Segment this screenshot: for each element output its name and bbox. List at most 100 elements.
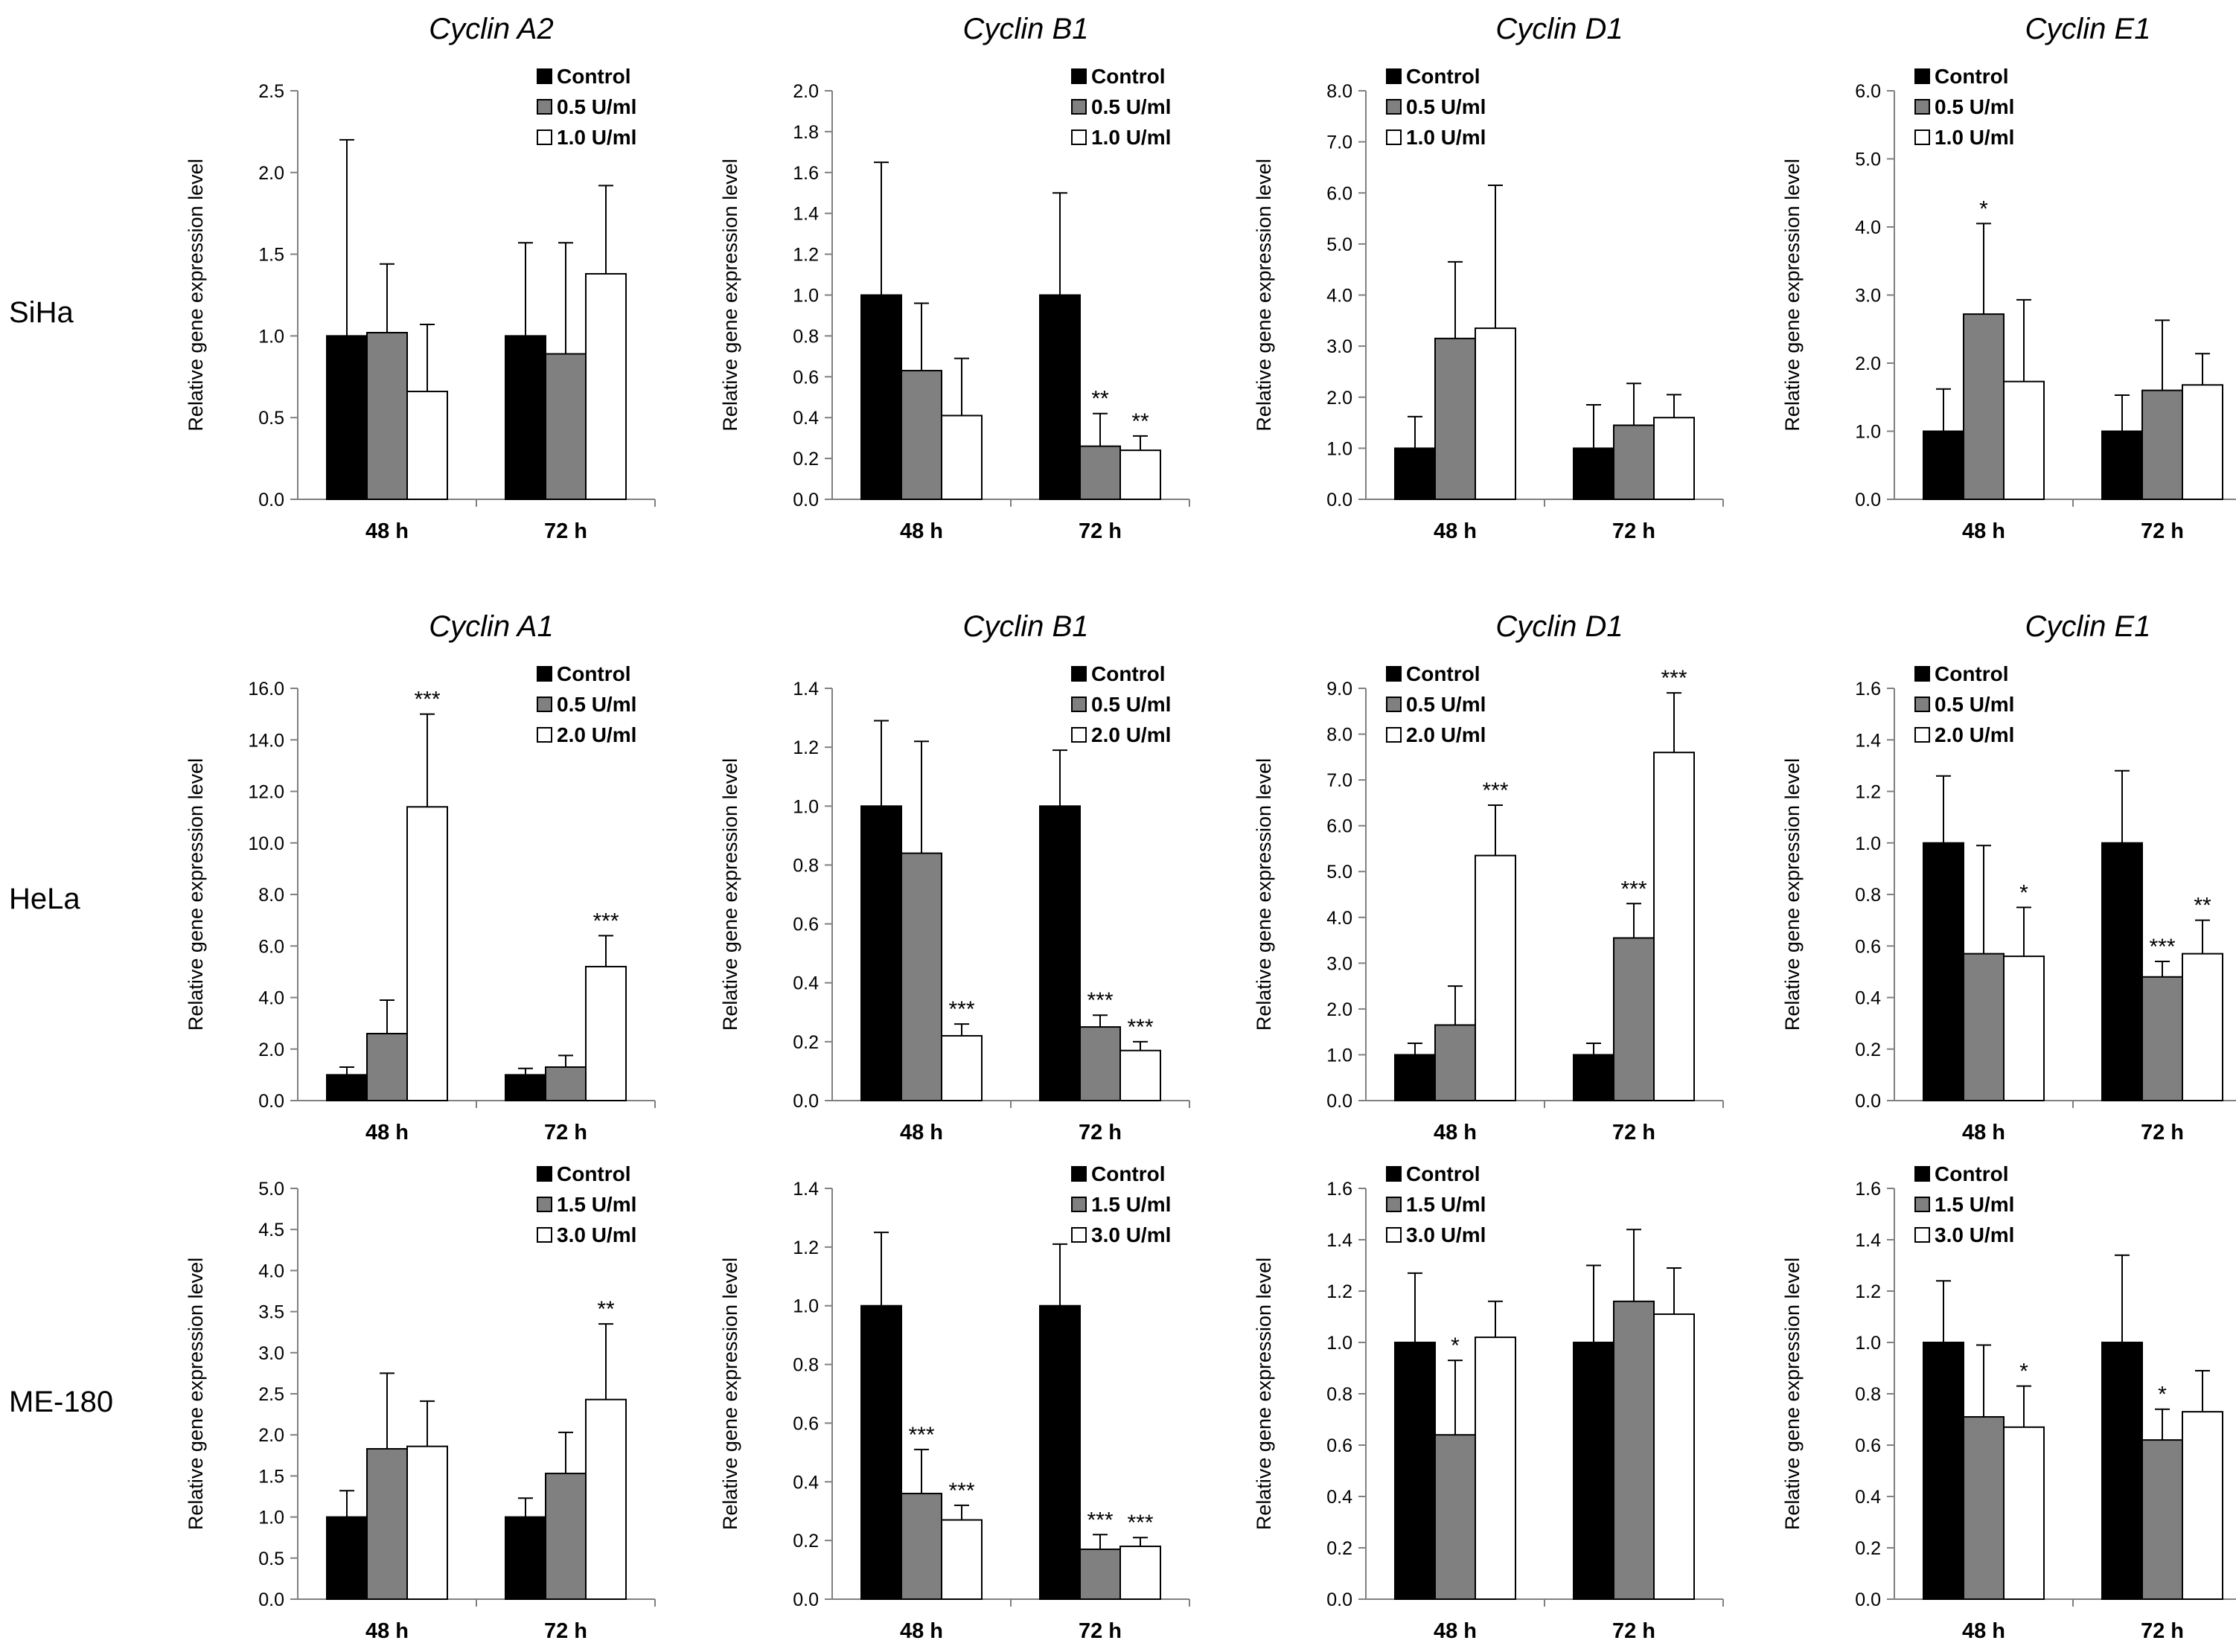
- legend-swatch: [1071, 1166, 1087, 1182]
- x-tick-label: 72 h: [1612, 1619, 1655, 1643]
- x-tick-label: 48 h: [1962, 519, 2005, 543]
- legend-label: 1.0 U/ml: [1091, 126, 1171, 149]
- y-tick-label: 1.0: [793, 796, 819, 817]
- significance-mark: ***: [592, 909, 619, 933]
- legend-label: Control: [1406, 662, 1480, 685]
- y-tick-label: 2.0: [258, 1040, 284, 1060]
- bar: [1653, 1313, 1695, 1601]
- chart-title: Cyclin A2: [429, 13, 553, 45]
- y-tick-label: 1.0: [258, 1508, 284, 1528]
- bar: [2182, 384, 2223, 501]
- y-tick-label: 14.0: [248, 730, 284, 751]
- x-tick-label: 48 h: [1434, 1619, 1477, 1643]
- y-tick-label: 0.6: [793, 367, 819, 388]
- legend-swatch: [1071, 1227, 1087, 1243]
- y-tick-label: 6.0: [258, 936, 284, 957]
- legend-swatch: [1386, 727, 1402, 743]
- bar: [901, 1493, 942, 1600]
- bar: [941, 414, 983, 501]
- bar: [1119, 1049, 1161, 1101]
- y-axis-label: Relative gene expression level: [1253, 758, 1275, 1031]
- legend-label: 1.0 U/ml: [557, 126, 636, 149]
- legend-label: Control: [1935, 65, 2009, 88]
- bar: [406, 806, 448, 1102]
- legend-label: Control: [557, 1162, 631, 1185]
- legend-label: 2.0 U/ml: [1935, 723, 2014, 746]
- legend-label: 3.0 U/ml: [1935, 1223, 2014, 1246]
- y-tick-label: 1.6: [1855, 1179, 1881, 1200]
- y-tick-label: 1.5: [258, 1466, 284, 1487]
- legend-label: 0.5 U/ml: [1935, 693, 2014, 716]
- significance-mark: **: [2194, 894, 2211, 918]
- bar: [406, 1445, 448, 1600]
- significance-mark: ***: [1087, 1508, 1113, 1532]
- y-axis-label: Relative gene expression level: [185, 758, 207, 1031]
- y-tick-label: 0.8: [793, 855, 819, 876]
- bar: [326, 335, 368, 500]
- bar: [406, 391, 448, 501]
- chart-title: Cyclin A1: [429, 610, 553, 643]
- bar: [326, 1516, 368, 1600]
- y-tick-label: 4.0: [1326, 286, 1352, 307]
- bar: [1573, 447, 1614, 500]
- legend-swatch: [1386, 1227, 1402, 1243]
- y-tick-label: 2.0: [793, 81, 819, 102]
- chart-panel-1: Cyclin B1 0.0 0.2 0.4 0.6 0.8 1.0 1.2 1.4 1.6 1.8 2…: [719, 13, 1190, 543]
- bar: [366, 1447, 408, 1601]
- x-tick-label: 48 h: [900, 1619, 943, 1643]
- x-tick-label: 72 h: [2141, 519, 2184, 543]
- y-tick-label: 0.0: [1855, 1589, 1881, 1610]
- bar: [1475, 1336, 1516, 1600]
- x-tick-label: 48 h: [900, 519, 943, 543]
- legend-swatch: [1386, 129, 1402, 145]
- x-tick-label: 48 h: [1962, 1121, 2005, 1144]
- legend-swatch: [1914, 727, 1930, 743]
- y-tick-label: 0.6: [1855, 936, 1881, 957]
- legend-swatch: [1071, 129, 1087, 145]
- bar: [1039, 805, 1081, 1102]
- chart-panel-11: 0.0 0.2 0.4 0.6 0.8 1.0 1.2 1.4 1.6 Relative gene…: [1781, 1162, 2236, 1643]
- legend-label: 1.5 U/ml: [1935, 1193, 2014, 1216]
- significance-mark: ***: [1127, 1511, 1153, 1535]
- y-tick-label: 8.0: [1326, 81, 1352, 102]
- bar: [1923, 842, 1964, 1101]
- bar: [2182, 953, 2223, 1101]
- bar: [585, 965, 627, 1101]
- bar: [2141, 389, 2183, 500]
- legend-swatch: [537, 1197, 552, 1212]
- bar: [1653, 752, 1695, 1102]
- legend-label: 1.5 U/ml: [557, 1193, 636, 1216]
- bar: [1079, 1026, 1121, 1101]
- y-tick-label: 0.2: [1326, 1538, 1352, 1559]
- chart-title: Cyclin D1: [1495, 13, 1623, 45]
- significance-mark: **: [597, 1297, 615, 1322]
- legend-label: 2.0 U/ml: [557, 723, 636, 746]
- y-tick-label: 0.0: [1326, 1589, 1352, 1610]
- y-tick-label: 0.2: [1855, 1040, 1881, 1060]
- y-tick-label: 0.4: [793, 973, 819, 994]
- y-tick-label: 0.5: [258, 408, 284, 429]
- y-axis-label: Relative gene expression level: [1253, 159, 1275, 431]
- y-tick-label: 1.2: [793, 245, 819, 266]
- x-tick-label: 72 h: [2141, 1619, 2184, 1643]
- y-tick-label: 3.0: [1326, 953, 1352, 974]
- y-tick-label: 2.0: [258, 1425, 284, 1446]
- y-tick-label: 0.0: [1326, 1091, 1352, 1112]
- y-tick-label: 5.0: [1326, 862, 1352, 883]
- row-label-hela: HeLa: [9, 883, 80, 915]
- y-tick-label: 4.0: [258, 988, 284, 1009]
- significance-mark: ***: [948, 1479, 974, 1503]
- legend-label: Control: [1091, 662, 1166, 685]
- x-tick-label: 72 h: [1612, 1121, 1655, 1144]
- y-tick-label: 0.8: [793, 326, 819, 347]
- legend-label: Control: [1935, 1162, 2009, 1185]
- bar: [2003, 1426, 2045, 1600]
- row-label-siha: SiHa: [9, 296, 74, 329]
- bar: [1079, 445, 1121, 501]
- y-tick-label: 5.0: [1855, 150, 1881, 170]
- y-tick-label: 0.2: [793, 1531, 819, 1552]
- bar: [545, 1473, 587, 1601]
- legend-swatch: [537, 1227, 552, 1243]
- y-tick-label: 6.0: [1326, 183, 1352, 204]
- bar: [860, 1304, 902, 1600]
